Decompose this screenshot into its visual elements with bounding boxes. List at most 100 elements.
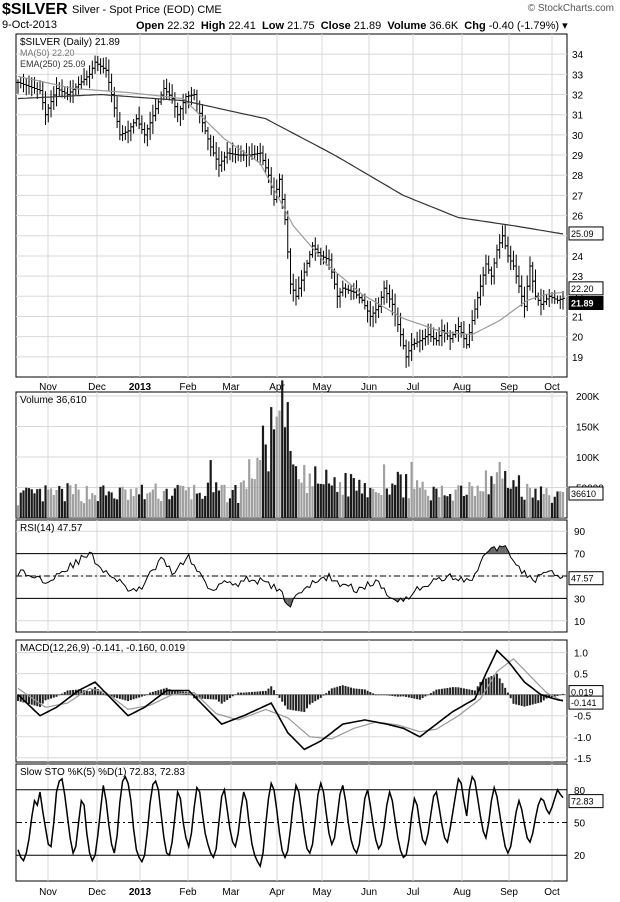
- macd-histogram-bar: [168, 689, 171, 695]
- macd-histogram-bar: [212, 694, 215, 700]
- x-month-label-bottom: Dec: [88, 887, 106, 898]
- macd-histogram-bar: [234, 694, 237, 695]
- macd-histogram-bar: [394, 694, 397, 697]
- macd-histogram-bar: [559, 694, 562, 696]
- macd-histogram-bar: [146, 694, 149, 695]
- macd-histogram-bar: [440, 688, 443, 695]
- volume-bar: [267, 471, 270, 518]
- macd-histogram-bar: [270, 686, 273, 695]
- x-month-label-top: Jun: [361, 382, 377, 393]
- price-y-tick-label: 33: [572, 70, 584, 81]
- x-month-label-bottom: Apr: [269, 887, 285, 898]
- volume-bar: [358, 479, 361, 518]
- volume-bar: [322, 484, 325, 518]
- volume-bar: [487, 494, 490, 518]
- ema250-last-value-box: [568, 226, 604, 241]
- volume-bar: [429, 500, 432, 518]
- macd-histogram-bar: [66, 690, 69, 695]
- volume-bar: [160, 501, 163, 518]
- volume-bar: [275, 416, 278, 518]
- macd-histogram-bar: [50, 694, 53, 699]
- volume-bar: [33, 493, 36, 518]
- sto-last-value: 72.83: [571, 797, 594, 807]
- volume-bar: [520, 496, 523, 518]
- volume-bar: [132, 496, 135, 518]
- macd-histogram-bar: [460, 687, 463, 695]
- macd-histogram-bar: [391, 694, 394, 696]
- volume-bar: [256, 457, 259, 518]
- description-text: Silver - Spot Price (EOD): [72, 4, 195, 16]
- macd-histogram-bar: [506, 692, 509, 695]
- macd-histogram-bar: [217, 694, 220, 702]
- volume-bar: [460, 485, 463, 518]
- x-month-label-top: 2013: [129, 382, 152, 393]
- macd-histogram-bar: [372, 693, 375, 695]
- low-value: 21.75: [287, 20, 315, 32]
- stockcharts-logo[interactable]: © StockCharts.com: [527, 3, 614, 14]
- volume-bar: [204, 495, 207, 518]
- macd-histogram-bar: [355, 688, 358, 695]
- macd-histogram-bar: [325, 693, 328, 695]
- price-last-value-box: [568, 296, 604, 311]
- macd-histogram-bar: [498, 678, 501, 695]
- volume-bar: [347, 496, 350, 518]
- macd-histogram-bar: [556, 694, 559, 696]
- price-y-tick-label: 21: [572, 312, 584, 323]
- macd-histogram-bar: [154, 691, 157, 695]
- volume-bar: [534, 488, 537, 518]
- volume-bar: [143, 499, 146, 518]
- macd-histogram-bar: [347, 686, 350, 695]
- ma50-line: [17, 75, 564, 336]
- macd-histogram-bar: [237, 692, 240, 695]
- macd-histogram-bar: [36, 694, 39, 707]
- macd-histogram-bar: [421, 694, 424, 699]
- sto-k-line: [17, 774, 564, 869]
- volume-bar: [393, 484, 397, 518]
- macd-hist-last-value: 0.019: [571, 688, 594, 698]
- volume-bar: [484, 470, 488, 518]
- volume-bar: [363, 483, 366, 518]
- macd-histogram-bar: [314, 694, 317, 702]
- volume-bar: [531, 497, 534, 518]
- macd-histogram-bar: [443, 688, 446, 695]
- macd-histogram-bar: [322, 694, 325, 696]
- macd-histogram-bar: [281, 694, 284, 702]
- ema250-last-value: 25.09: [571, 229, 594, 239]
- macd-histogram-bar: [102, 693, 105, 695]
- macd-histogram-bar: [124, 694, 127, 701]
- x-month-label-bottom: Feb: [179, 887, 197, 898]
- volume-bar: [281, 380, 284, 518]
- volume-bar: [182, 485, 185, 518]
- volume-bar: [140, 484, 143, 518]
- volume-bar: [212, 492, 215, 518]
- macd-histogram-bar: [333, 687, 336, 695]
- macd-histogram-bar: [135, 694, 138, 699]
- volume-bar: [36, 489, 39, 518]
- volume-bar: [47, 489, 50, 518]
- volume-bar: [416, 480, 419, 518]
- macd-histogram-bar: [306, 694, 309, 709]
- x-month-label-top: Mar: [222, 382, 240, 393]
- volume-bar: [242, 480, 245, 518]
- macd-histogram-bar: [69, 690, 72, 695]
- macd-histogram-bar: [283, 694, 286, 706]
- macd-histogram-bar: [468, 689, 471, 695]
- volume-bar: [82, 503, 86, 518]
- volume-bar: [102, 485, 105, 518]
- macd-histogram-bar: [140, 694, 143, 697]
- volume-bar: [333, 477, 336, 518]
- volume-bar: [476, 485, 479, 518]
- volume-bar: [352, 478, 355, 518]
- options-dropdown-icon[interactable]: ▾: [562, 20, 568, 32]
- volume-bar: [506, 487, 510, 518]
- volume-bar: [49, 488, 53, 518]
- price-y-tick-label: 30: [572, 131, 584, 142]
- volume-bar: [206, 482, 210, 518]
- macd-histogram-bar: [55, 694, 58, 697]
- rsi-y-tick-label: 30: [574, 594, 586, 605]
- macd-last-value: -0.141: [571, 698, 597, 708]
- rsi-panel-title: RSI(14) 47.57: [20, 523, 83, 534]
- macd-y-tick-label: -1.5: [574, 754, 592, 765]
